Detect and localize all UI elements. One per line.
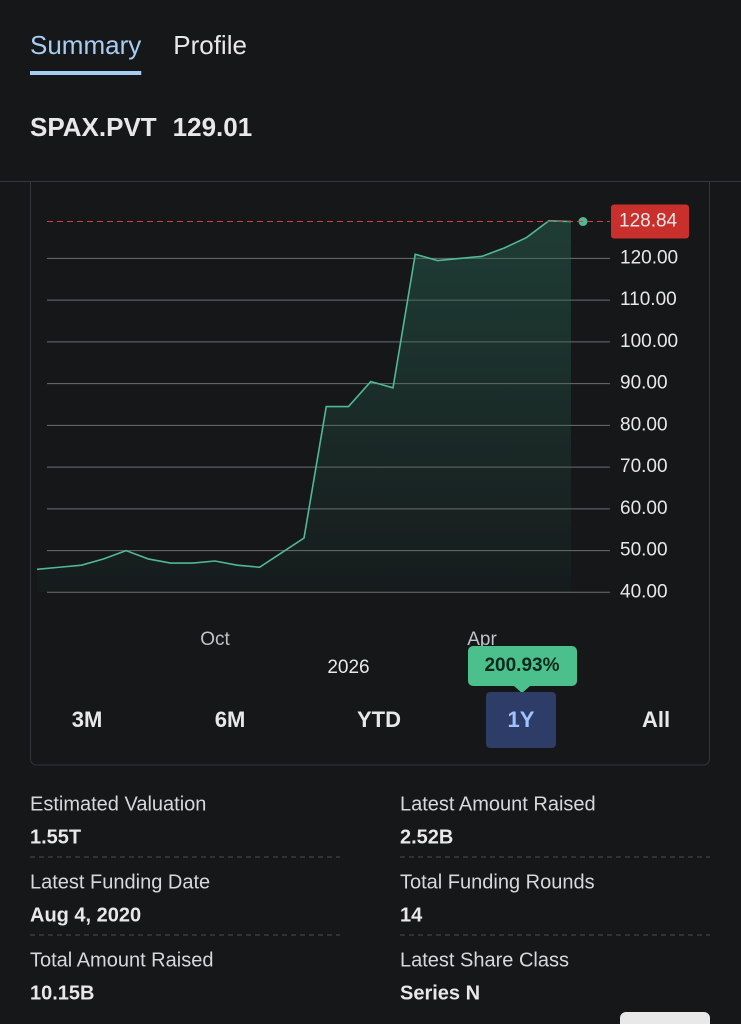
range-active[interactable] <box>486 692 556 748</box>
stat-label: Latest Share Class <box>400 949 569 971</box>
y-tick-label: 80.00 <box>620 414 668 435</box>
last-price-badge <box>611 204 689 239</box>
header <box>0 0 741 181</box>
price-line <box>36 220 572 571</box>
stat-value: 10.15B <box>30 982 95 1004</box>
y-tick-label: 40.00 <box>620 581 668 602</box>
change-label: 200.93% <box>484 655 559 676</box>
area-fill <box>37 220 571 593</box>
stat-label: Total Amount Raised <box>30 949 213 971</box>
y-tick-label: 70.00 <box>620 456 668 477</box>
stat-value: 14 <box>400 904 423 926</box>
y-tick-label: 120.00 <box>620 247 678 268</box>
x-tick-label: Oct <box>200 629 230 650</box>
y-tick-label: 90.00 <box>620 373 668 394</box>
stat-label: Latest Amount Raised <box>400 793 596 815</box>
range-button[interactable]: 1Y <box>508 707 535 732</box>
x-tick-label: 2026 <box>327 657 369 678</box>
y-tick-label: 110.00 <box>620 289 677 310</box>
range-button[interactable]: 6M <box>215 707 246 732</box>
last-price-label: 128.84 <box>619 211 678 232</box>
y-tick-label: 50.00 <box>620 540 668 561</box>
x-tick-label: Apr <box>467 629 497 650</box>
change-badge-tip <box>514 686 530 693</box>
ticker-price: 129.01 <box>173 112 253 142</box>
y-tick-label: 100.00 <box>620 331 678 352</box>
stat-value: Aug 4, 2020 <box>30 904 141 926</box>
change-badge <box>468 646 577 686</box>
stat-value: 2.52B <box>400 826 453 848</box>
stat-value: Series N <box>400 982 480 1004</box>
partial-button[interactable] <box>620 1012 710 1024</box>
tab-underline <box>30 71 142 75</box>
range-button[interactable]: YTD <box>357 707 401 732</box>
stat-label: Latest Funding Date <box>30 871 210 893</box>
stat-label: Estimated Valuation <box>30 793 206 815</box>
tab[interactable]: Profile <box>173 30 247 60</box>
range-button[interactable]: All <box>642 707 670 732</box>
stat-value: 1.55T <box>30 826 81 848</box>
tab[interactable]: Summary <box>30 30 141 60</box>
stat-label: Total Funding Rounds <box>400 871 595 893</box>
y-tick-label: 60.00 <box>620 498 668 519</box>
range-button[interactable]: 3M <box>72 707 103 732</box>
ticker-symbol: SPAX.PVT <box>30 112 157 142</box>
